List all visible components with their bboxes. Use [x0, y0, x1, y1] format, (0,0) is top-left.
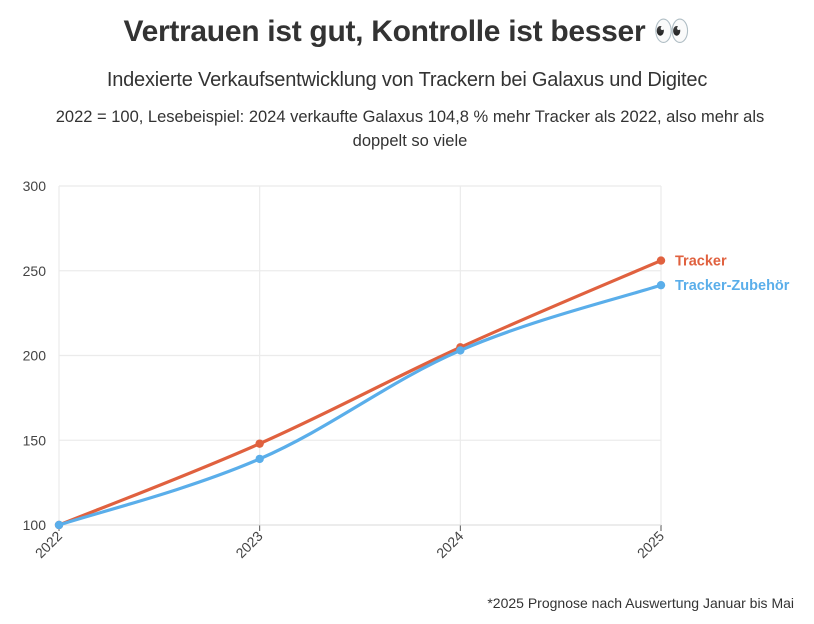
chart-note: 2022 = 100, Lesebeispiel: 2024 verkaufte… — [55, 108, 765, 150]
chart-footnote: *2025 Prognose nach Auswertung Januar bi… — [487, 595, 794, 611]
data-point — [456, 346, 465, 355]
series-end-labels: Tracker Tracker-Zubehör — [675, 254, 790, 295]
x-tick-label: 2023 — [232, 528, 265, 561]
y-tick-label: 250 — [23, 263, 47, 279]
chart-title-text: Vertrauen ist gut, Kontrolle ist besser — [123, 15, 646, 48]
chart-subtitle: Indexierte Verkaufsentwicklung von Track… — [106, 69, 708, 91]
x-tick-label: 2025 — [634, 528, 667, 561]
data-point — [656, 280, 666, 290]
data-point — [54, 520, 64, 530]
y-tick-label: 150 — [23, 432, 47, 448]
series-label: Tracker — [675, 254, 727, 270]
series-label: Tracker-Zubehör — [675, 278, 790, 294]
y-axis: 100 150 200 250 300 — [23, 178, 47, 533]
data-point — [656, 256, 666, 265]
y-tick-label: 200 — [23, 348, 47, 364]
x-axis: 2022 2023 2024 2025 — [32, 524, 667, 561]
y-tick-label: 100 — [23, 517, 47, 533]
grid-lines — [58, 185, 662, 526]
data-point — [255, 454, 264, 464]
data-point — [255, 439, 264, 448]
series-line-tracker-zubehoer — [57, 283, 663, 527]
series-lines — [54, 256, 666, 530]
eyes-emoji-icon: 👀 — [653, 14, 691, 49]
chart-title: Vertrauen ist gut, Kontrolle ist besser … — [0, 14, 814, 49]
series-line-tracker — [57, 258, 663, 527]
y-tick-label: 300 — [23, 178, 47, 194]
x-tick-label: 2024 — [433, 528, 466, 561]
